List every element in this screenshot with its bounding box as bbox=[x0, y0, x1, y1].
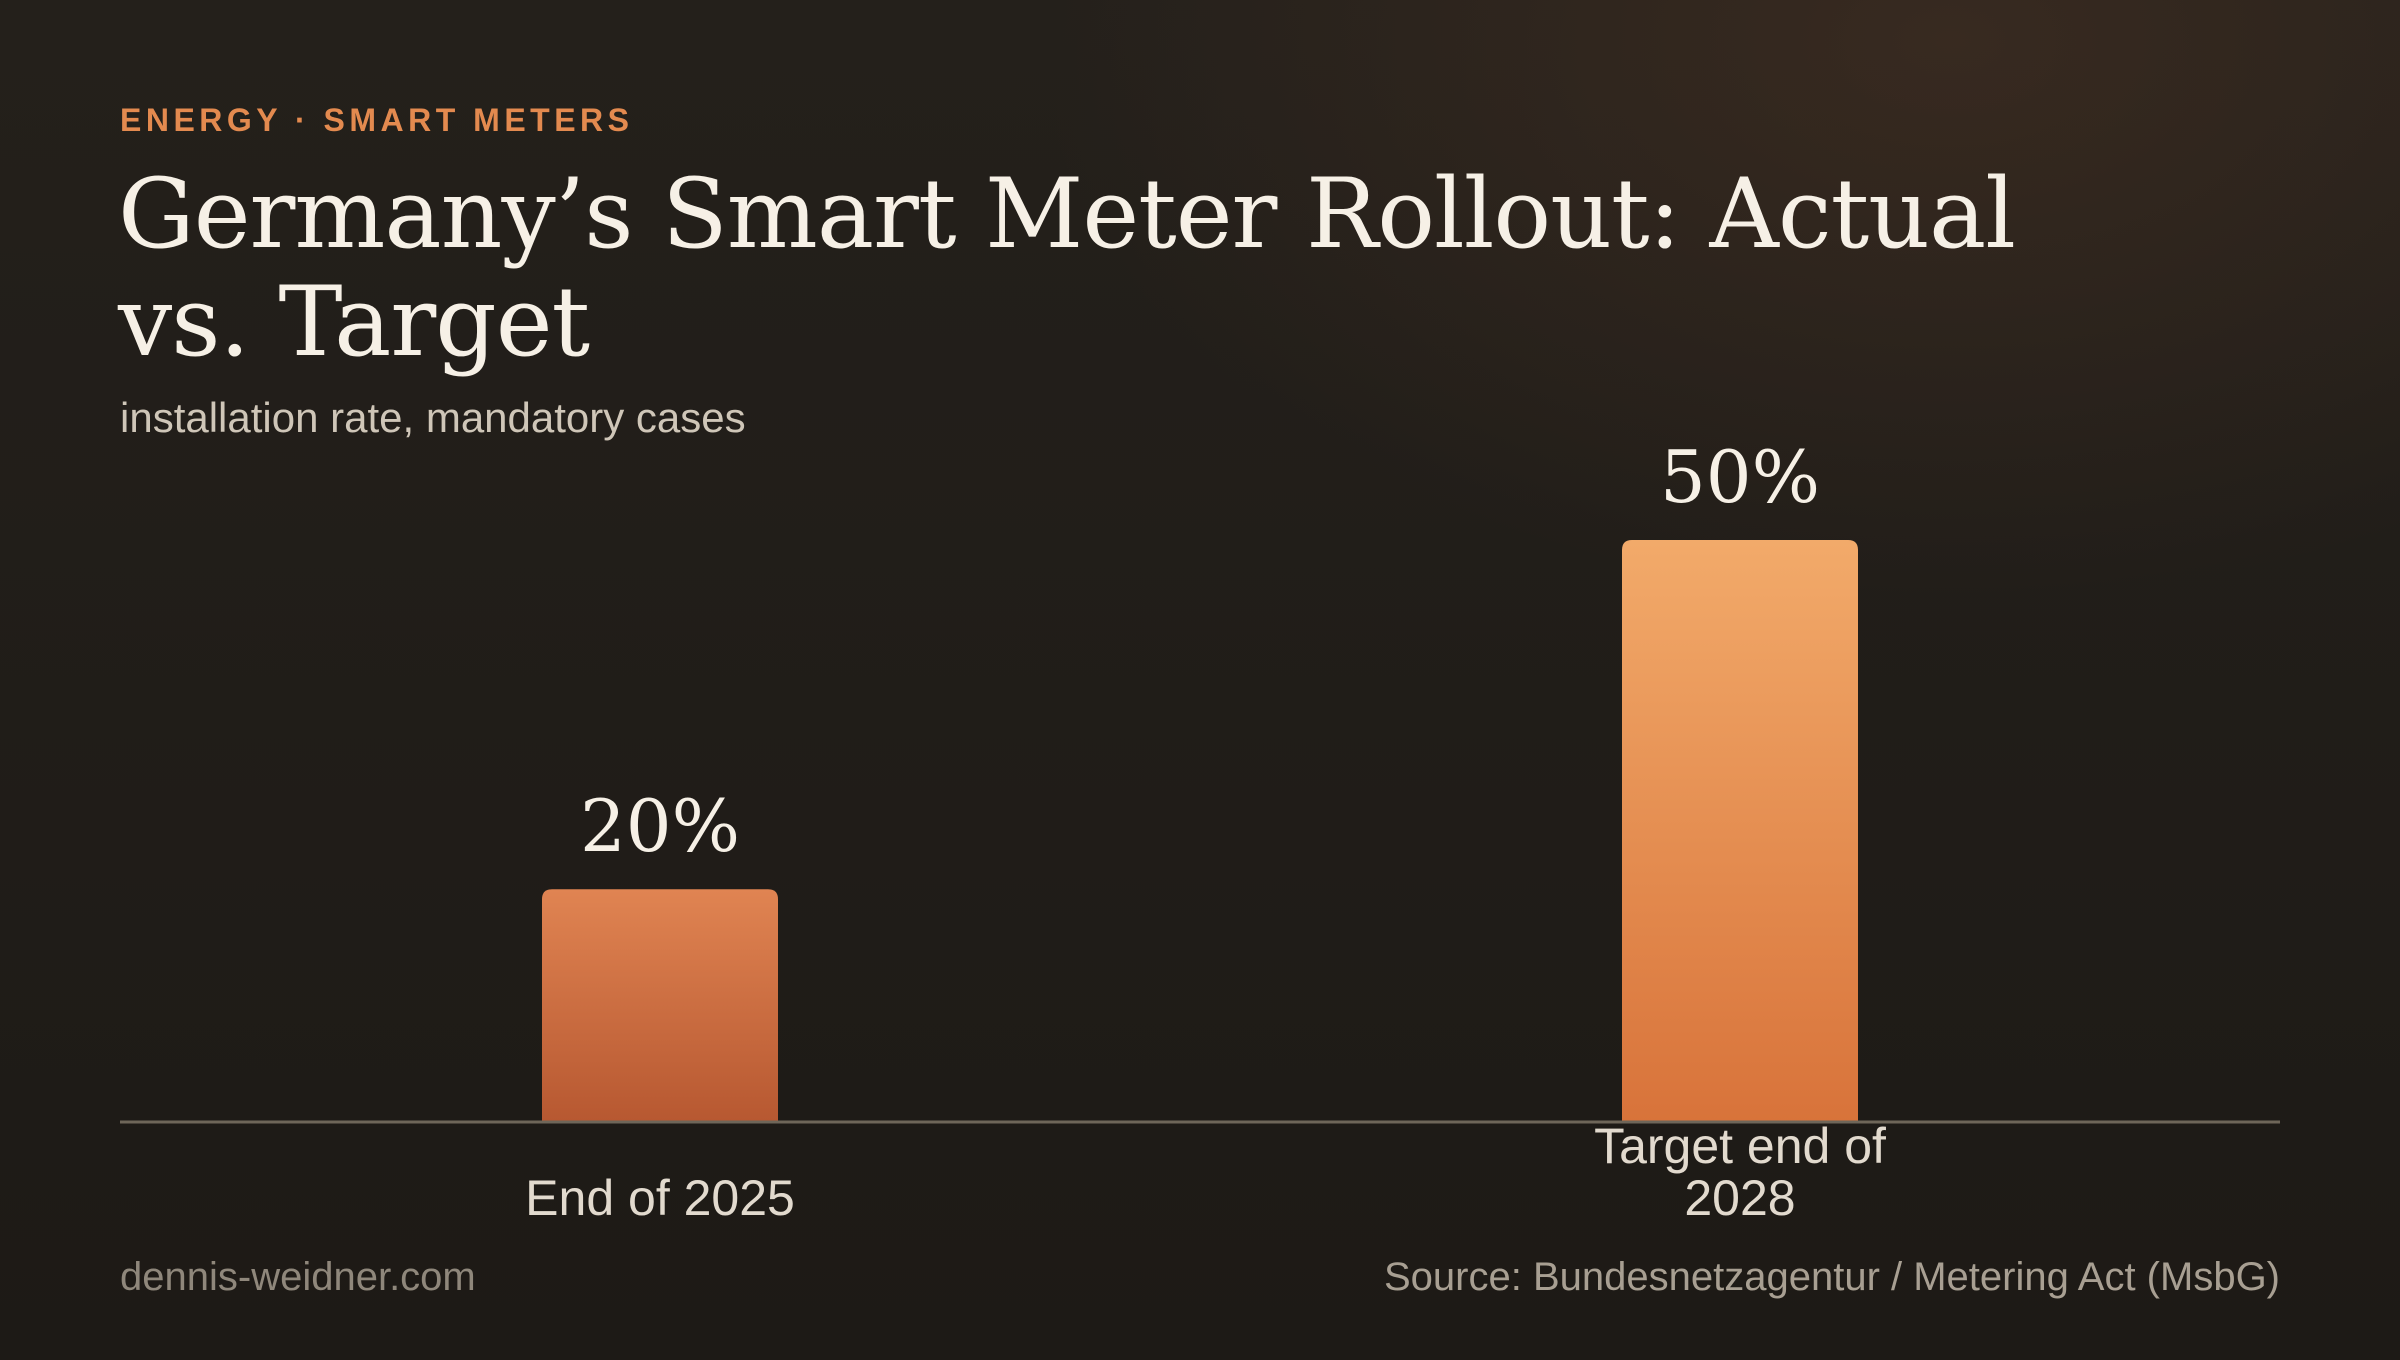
chart-title: Germany’s Smart Meter Rollout: Actual vs… bbox=[118, 158, 2016, 378]
site-credit: dennis-weidner.com bbox=[120, 1255, 476, 1299]
eyebrow-label: ENERGY · SMART METERS bbox=[120, 102, 634, 138]
category-label-0-line-0: End of 2025 bbox=[525, 1170, 795, 1226]
bar-0 bbox=[542, 889, 778, 1122]
value-label-0: 20% bbox=[580, 784, 740, 868]
category-label-1-line-1: 2028 bbox=[1684, 1170, 1795, 1226]
bars-group bbox=[542, 540, 1858, 1122]
chart-subtitle: installation rate, mandatory cases bbox=[120, 394, 746, 441]
value-label-1: 50% bbox=[1660, 435, 1820, 519]
source-note: Source: Bundesnetzagentur / Metering Act… bbox=[1384, 1255, 2280, 1299]
bar-1 bbox=[1622, 540, 1858, 1122]
category-label-1-line-0: Target end of bbox=[1594, 1118, 1886, 1174]
